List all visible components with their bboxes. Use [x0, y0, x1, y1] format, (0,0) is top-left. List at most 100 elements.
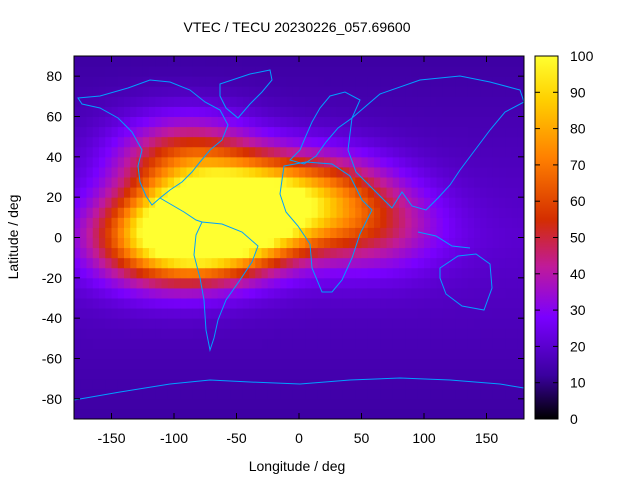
heatmap-cell: [474, 247, 481, 259]
heatmap-cell: [230, 136, 237, 148]
heatmap-cell: [136, 358, 144, 370]
heatmap-cell: [124, 116, 131, 128]
heatmap-cell: [336, 298, 344, 309]
heatmap-cell: [286, 368, 294, 380]
heatmap-cell: [292, 126, 300, 138]
heatmap-cell: [224, 217, 231, 228]
coastline-antarctica: [74, 377, 524, 401]
heatmap-cell: [349, 408, 356, 419]
heatmap-cell: [317, 166, 325, 178]
heatmap-cell: [374, 126, 381, 138]
heatmap-cell: [380, 287, 387, 299]
heatmap-cell: [449, 187, 456, 198]
heatmap-cell: [317, 197, 325, 208]
heatmap-cell: [324, 96, 331, 107]
heatmap-cell: [405, 368, 412, 380]
heatmap-cell: [186, 197, 194, 208]
heatmap-cell: [405, 348, 412, 359]
heatmap-cell: [186, 237, 194, 249]
heatmap-cell: [280, 217, 287, 228]
heatmap-cell: [317, 318, 325, 329]
heatmap-cell: [436, 106, 444, 117]
heatmap-cell: [124, 408, 131, 419]
heatmap-cell: [349, 116, 356, 128]
heatmap-cell: [99, 106, 106, 117]
heatmap-cell: [436, 358, 444, 370]
heatmap-cell: [255, 96, 262, 107]
heatmap-cell: [117, 358, 125, 370]
heatmap-cell: [292, 388, 300, 400]
heatmap-cell: [267, 217, 275, 228]
heatmap-cell: [317, 348, 325, 359]
heatmap-cell: [99, 237, 106, 249]
heatmap-cell: [92, 308, 100, 319]
heatmap-cell: [155, 166, 162, 178]
heatmap-cell: [449, 287, 456, 299]
heatmap-cell: [449, 156, 456, 168]
heatmap-cell: [205, 207, 212, 218]
heatmap-cell: [161, 217, 169, 228]
heatmap-cell: [342, 388, 350, 400]
heatmap-cell: [80, 187, 87, 198]
heatmap-cell: [74, 56, 81, 67]
heatmap-cell: [317, 177, 325, 188]
heatmap-cell: [205, 187, 212, 198]
heatmap-cell: [130, 56, 137, 67]
heatmap-cell: [155, 227, 162, 238]
heatmap-cell: [336, 358, 344, 370]
heatmap-cell: [386, 207, 394, 218]
heatmap-cell: [342, 328, 350, 339]
heatmap-cell: [324, 298, 331, 309]
heatmap-cell: [117, 257, 125, 269]
heatmap-cell: [86, 56, 94, 67]
heatmap-cell: [430, 237, 437, 249]
heatmap-cell: [155, 328, 162, 339]
heatmap-cell: [349, 348, 356, 359]
y-tick-label: 0: [54, 230, 62, 246]
heatmap-cell: [167, 56, 175, 67]
heatmap-cell: [280, 298, 287, 309]
heatmap-cell: [399, 388, 406, 400]
heatmap-cell: [386, 257, 394, 269]
heatmap-cell: [430, 358, 437, 370]
heatmap-cell: [217, 318, 225, 329]
heatmap-cell: [136, 237, 144, 249]
heatmap-cell: [199, 378, 206, 390]
heatmap-cell: [292, 217, 300, 228]
heatmap-cell: [330, 86, 337, 97]
heatmap-cell: [461, 66, 469, 77]
heatmap-cell: [349, 237, 356, 249]
heatmap-cell: [417, 207, 425, 218]
heatmap-cell: [436, 408, 444, 419]
heatmap-cell: [224, 126, 231, 138]
heatmap-cell: [80, 207, 87, 218]
heatmap-cell: [436, 398, 444, 410]
heatmap-cell: [480, 257, 487, 269]
heatmap-cell: [92, 318, 100, 329]
heatmap-cell: [499, 136, 506, 148]
heatmap-cell: [311, 237, 319, 249]
heatmap-cell: [449, 126, 456, 138]
heatmap-cell: [417, 177, 425, 188]
heatmap-cell: [292, 56, 300, 67]
heatmap-cell: [155, 56, 162, 67]
heatmap-cell: [511, 56, 519, 67]
heatmap-cell: [286, 136, 294, 148]
heatmap-cell: [236, 338, 244, 349]
heatmap-cell: [99, 86, 106, 97]
heatmap-cell: [499, 328, 506, 339]
heatmap-cell: [99, 348, 106, 359]
heatmap-cell: [267, 298, 275, 309]
heatmap-cell: [511, 408, 519, 419]
heatmap-cell: [261, 318, 269, 329]
coastline-greenland: [219, 69, 273, 119]
heatmap-cell: [74, 408, 81, 419]
heatmap-cell: [311, 338, 319, 349]
heatmap-cell: [324, 237, 331, 249]
heatmap-cell: [324, 308, 331, 319]
heatmap-cell: [349, 247, 356, 259]
heatmap-cell: [286, 298, 294, 309]
heatmap-cell: [161, 136, 169, 148]
heatmap-cell: [336, 287, 344, 299]
